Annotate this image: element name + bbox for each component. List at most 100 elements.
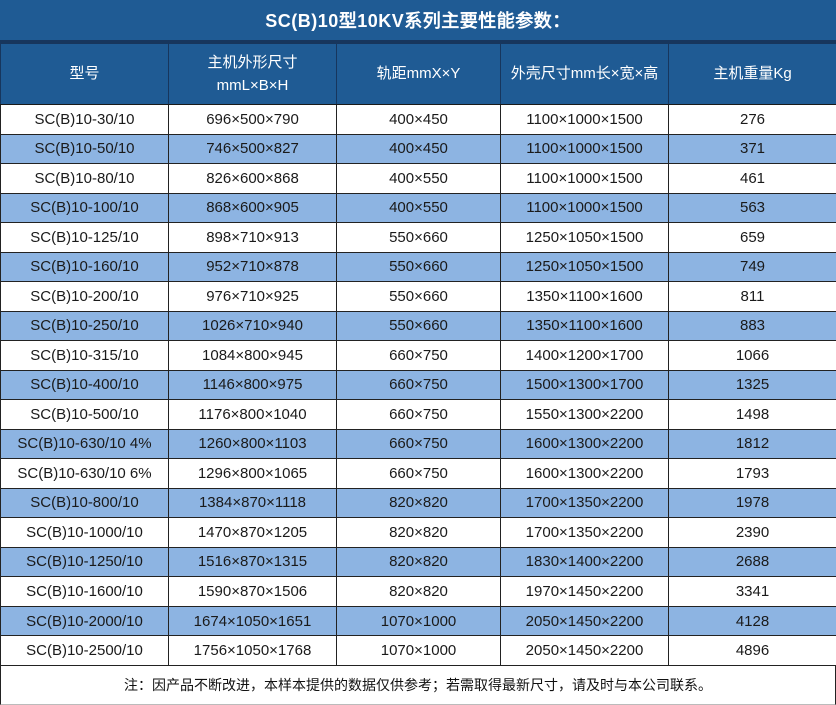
cell-body-dimensions: 1084×800×945 — [168, 340, 337, 371]
cell-body-dimensions: 696×500×790 — [168, 104, 337, 135]
cell-rail-gauge: 660×750 — [336, 340, 501, 371]
cell-weight: 563 — [668, 192, 836, 224]
cell-weight: 1066 — [668, 340, 836, 371]
cell-body-dimensions: 1384×870×1118 — [168, 487, 337, 519]
cell-weight: 1812 — [668, 428, 836, 460]
cell-weight: 659 — [668, 222, 836, 253]
cell-rail-gauge: 550×660 — [336, 222, 501, 253]
cell-shell-dimensions: 1600×1300×2200 — [500, 458, 669, 489]
table-row: SC(B)10-160/10 952×710×878 550×660 1250×… — [0, 251, 836, 283]
table-row: SC(B)10-100/10 868×600×905 400×550 1100×… — [0, 192, 836, 224]
cell-shell-dimensions: 1350×1100×1600 — [500, 310, 669, 342]
cell-weight: 4896 — [668, 635, 836, 666]
spec-table: 型号 主机外形尺寸 mmL×B×H 轨距mmX×Y 外壳尺寸mm长×宽×高 主机… — [0, 43, 836, 666]
cell-model: SC(B)10-630/10 6% — [0, 458, 169, 489]
cell-body-dimensions: 746×500×827 — [168, 133, 337, 165]
cell-shell-dimensions: 1830×1400×2200 — [500, 546, 669, 578]
cell-model: SC(B)10-100/10 — [0, 192, 169, 224]
cell-weight: 1498 — [668, 399, 836, 430]
column-header-body-dimensions: 主机外形尺寸 mmL×B×H — [168, 43, 337, 105]
cell-body-dimensions: 1026×710×940 — [168, 310, 337, 342]
cell-shell-dimensions: 1350×1100×1600 — [500, 281, 669, 312]
cell-weight: 4128 — [668, 605, 836, 637]
table-row: SC(B)10-400/10 1146×800×975 660×750 1500… — [0, 369, 836, 401]
cell-shell-dimensions: 2050×1450×2200 — [500, 605, 669, 637]
table-row: SC(B)10-630/10 4% 1260×800×1103 660×750 … — [0, 428, 836, 460]
spec-table-body: SC(B)10-30/10 696×500×790 400×450 1100×1… — [0, 104, 836, 666]
table-row: SC(B)10-2500/10 1756×1050×1768 1070×1000… — [0, 635, 836, 666]
cell-model: SC(B)10-315/10 — [0, 340, 169, 371]
cell-body-dimensions: 1756×1050×1768 — [168, 635, 337, 666]
cell-body-dimensions: 898×710×913 — [168, 222, 337, 253]
cell-rail-gauge: 550×660 — [336, 310, 501, 342]
cell-weight: 1325 — [668, 369, 836, 401]
cell-body-dimensions: 1176×800×1040 — [168, 399, 337, 430]
table-row: SC(B)10-315/10 1084×800×945 660×750 1400… — [0, 340, 836, 371]
cell-rail-gauge: 820×820 — [336, 487, 501, 519]
table-row: SC(B)10-2000/10 1674×1050×1651 1070×1000… — [0, 605, 836, 637]
cell-shell-dimensions: 1100×1000×1500 — [500, 104, 669, 135]
cell-weight: 461 — [668, 163, 836, 194]
table-row: SC(B)10-630/10 6% 1296×800×1065 660×750 … — [0, 458, 836, 489]
table-row: SC(B)10-125/10 898×710×913 550×660 1250×… — [0, 222, 836, 253]
cell-shell-dimensions: 1100×1000×1500 — [500, 163, 669, 194]
cell-weight: 1793 — [668, 458, 836, 489]
cell-weight: 2390 — [668, 517, 836, 548]
cell-shell-dimensions: 1550×1300×2200 — [500, 399, 669, 430]
cell-model: SC(B)10-50/10 — [0, 133, 169, 165]
cell-shell-dimensions: 1100×1000×1500 — [500, 192, 669, 224]
table-row: SC(B)10-250/10 1026×710×940 550×660 1350… — [0, 310, 836, 342]
cell-rail-gauge: 820×820 — [336, 576, 501, 607]
cell-model: SC(B)10-2000/10 — [0, 605, 169, 637]
cell-model: SC(B)10-125/10 — [0, 222, 169, 253]
cell-model: SC(B)10-30/10 — [0, 104, 169, 135]
table-row: SC(B)10-1000/10 1470×870×1205 820×820 17… — [0, 517, 836, 548]
cell-body-dimensions: 1296×800×1065 — [168, 458, 337, 489]
cell-body-dimensions: 952×710×878 — [168, 251, 337, 283]
cell-model: SC(B)10-1250/10 — [0, 546, 169, 578]
cell-rail-gauge: 400×450 — [336, 104, 501, 135]
cell-body-dimensions: 826×600×868 — [168, 163, 337, 194]
cell-rail-gauge: 550×660 — [336, 251, 501, 283]
header-row: 型号 主机外形尺寸 mmL×B×H 轨距mmX×Y 外壳尺寸mm长×宽×高 主机… — [0, 43, 836, 105]
cell-model: SC(B)10-500/10 — [0, 399, 169, 430]
cell-model: SC(B)10-160/10 — [0, 251, 169, 283]
cell-shell-dimensions: 1700×1350×2200 — [500, 487, 669, 519]
table-row: SC(B)10-200/10 976×710×925 550×660 1350×… — [0, 281, 836, 312]
cell-rail-gauge: 550×660 — [336, 281, 501, 312]
table-row: SC(B)10-500/10 1176×800×1040 660×750 155… — [0, 399, 836, 430]
cell-model: SC(B)10-250/10 — [0, 310, 169, 342]
column-header-model: 型号 — [0, 43, 169, 105]
cell-rail-gauge: 660×750 — [336, 369, 501, 401]
cell-weight: 371 — [668, 133, 836, 165]
cell-model: SC(B)10-1000/10 — [0, 517, 169, 548]
cell-body-dimensions: 1674×1050×1651 — [168, 605, 337, 637]
cell-model: SC(B)10-1600/10 — [0, 576, 169, 607]
cell-shell-dimensions: 1970×1450×2200 — [500, 576, 669, 607]
table-row: SC(B)10-1600/10 1590×870×1506 820×820 19… — [0, 576, 836, 607]
table-row: SC(B)10-1250/10 1516×870×1315 820×820 18… — [0, 546, 836, 578]
cell-rail-gauge: 820×820 — [336, 546, 501, 578]
cell-rail-gauge: 400×550 — [336, 192, 501, 224]
cell-shell-dimensions: 1600×1300×2200 — [500, 428, 669, 460]
footer-note: 注：因产品不断改进，本样本提供的数据仅供参考；若需取得最新尺寸，请及时与本公司联… — [0, 666, 836, 705]
cell-body-dimensions: 1516×870×1315 — [168, 546, 337, 578]
cell-shell-dimensions: 1400×1200×1700 — [500, 340, 669, 371]
cell-body-dimensions: 1260×800×1103 — [168, 428, 337, 460]
table-row: SC(B)10-30/10 696×500×790 400×450 1100×1… — [0, 104, 836, 135]
cell-weight: 749 — [668, 251, 836, 283]
cell-rail-gauge: 400×550 — [336, 163, 501, 194]
cell-weight: 3341 — [668, 576, 836, 607]
cell-body-dimensions: 1590×870×1506 — [168, 576, 337, 607]
cell-body-dimensions: 976×710×925 — [168, 281, 337, 312]
cell-shell-dimensions: 1100×1000×1500 — [500, 133, 669, 165]
cell-weight: 2688 — [668, 546, 836, 578]
page-title: SC(B)10型10KV系列主要性能参数： — [0, 0, 836, 43]
table-row: SC(B)10-80/10 826×600×868 400×550 1100×1… — [0, 163, 836, 194]
cell-rail-gauge: 660×750 — [336, 399, 501, 430]
spec-table-header: 型号 主机外形尺寸 mmL×B×H 轨距mmX×Y 外壳尺寸mm长×宽×高 主机… — [0, 43, 836, 105]
column-header-shell-dimensions: 外壳尺寸mm长×宽×高 — [500, 43, 669, 105]
cell-shell-dimensions: 1250×1050×1500 — [500, 222, 669, 253]
cell-model: SC(B)10-80/10 — [0, 163, 169, 194]
